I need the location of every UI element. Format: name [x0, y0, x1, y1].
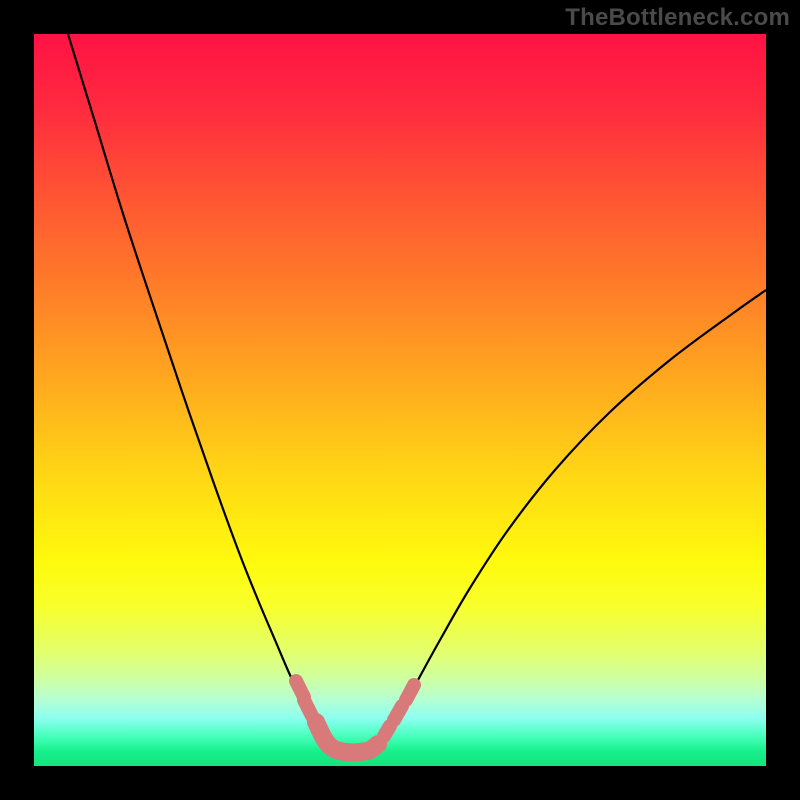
marker-capsule [406, 685, 414, 700]
plot-background [34, 34, 766, 766]
marker-capsule [304, 700, 312, 716]
bottleneck-chart [0, 0, 800, 800]
marker-capsule [394, 706, 402, 720]
watermark-text: TheBottleneck.com [565, 4, 790, 32]
chart-container: TheBottleneck.com [0, 0, 800, 800]
marker-capsule [384, 726, 390, 736]
